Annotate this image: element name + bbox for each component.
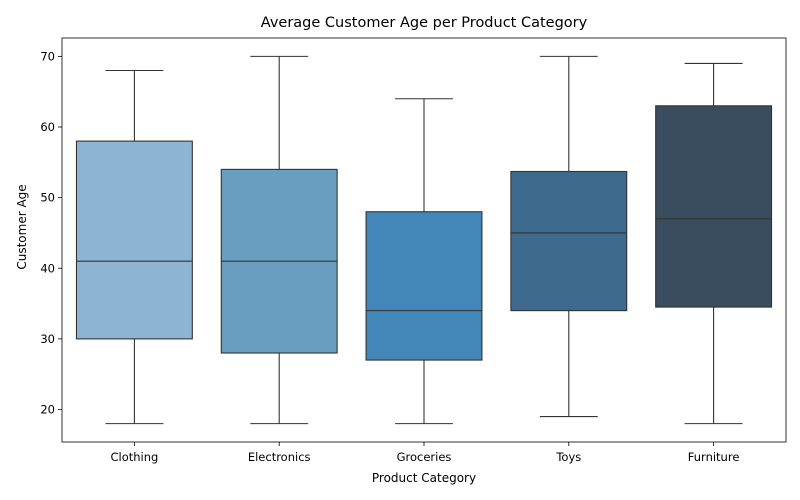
y-tick-label: 60 — [40, 120, 55, 134]
y-axis-label: Customer Age — [15, 184, 29, 269]
box-clothing — [75, 140, 193, 340]
x-tick-label: Toys — [555, 450, 581, 464]
y-tick-label: 40 — [40, 261, 55, 275]
chart-title: Average Customer Age per Product Categor… — [261, 15, 588, 31]
x-tick-label: Groceries — [397, 450, 452, 464]
x-tick-label: Furniture — [688, 450, 740, 464]
box-furniture — [655, 105, 773, 308]
box-toys — [510, 170, 628, 312]
x-tick-label: Electronics — [248, 450, 311, 464]
box-groceries — [365, 211, 483, 361]
x-axis-label: Product Category — [372, 471, 476, 485]
x-tick-label: Clothing — [110, 450, 158, 464]
y-tick-label: 50 — [40, 191, 55, 205]
y-tick-label: 30 — [40, 332, 55, 346]
plot-area: 20 30 40 50 60 70 Clothing Electronics Groceries… — [40, 37, 787, 464]
y-tick-label: 70 — [40, 49, 55, 63]
y-tick-label: 20 — [40, 403, 55, 417]
